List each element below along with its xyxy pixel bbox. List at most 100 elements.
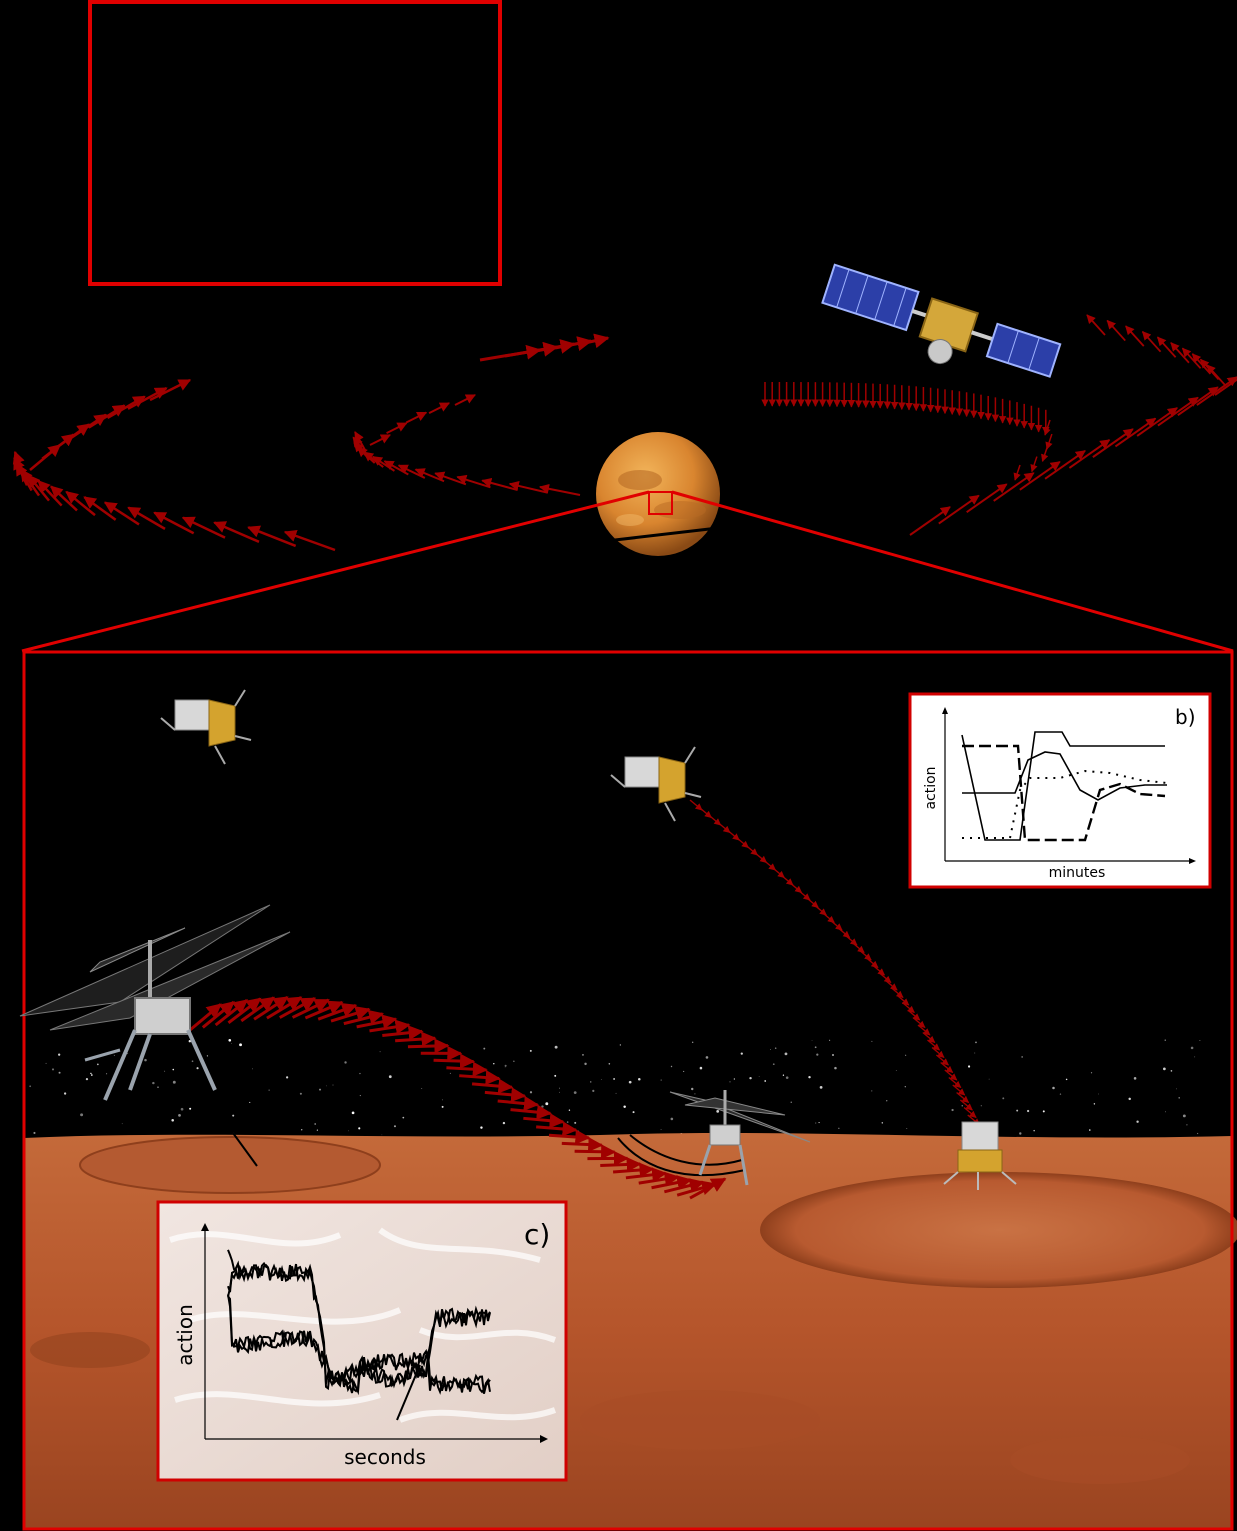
trajectory-arrow <box>37 479 63 507</box>
crater-large <box>760 1172 1237 1288</box>
trajectory-arrow <box>428 402 450 415</box>
trajectory-arrow <box>878 971 892 984</box>
trajectory-arrow <box>890 986 904 999</box>
trajectory-arrow <box>1196 376 1237 406</box>
trajectory-arrow <box>12 450 27 481</box>
trajectory-arrow <box>966 483 1008 513</box>
trajectory-arrow <box>917 1024 931 1036</box>
trajectory-arrow <box>213 521 260 543</box>
trajectory-arrow <box>103 501 140 526</box>
trajectory-arrow <box>1041 446 1049 462</box>
trajectory-arrow <box>330 1006 371 1023</box>
trajectory-arrow <box>50 485 78 512</box>
trajectory-arrow <box>901 1001 915 1014</box>
trajectory-arrow <box>240 996 276 1023</box>
trajectory-arrow <box>851 941 865 954</box>
inset-c-curves <box>227 1249 491 1396</box>
crater-small <box>79 1136 381 1194</box>
trajectory-arrow <box>484 1087 527 1103</box>
trajectory-arrow <box>952 1084 966 1096</box>
trajectory-arrow <box>304 1000 344 1020</box>
trajectory-arrow <box>497 1096 540 1111</box>
trajectory-arrow <box>1044 449 1086 480</box>
trajectory-arrow <box>434 471 467 486</box>
trajectory-arrow <box>414 468 445 483</box>
trajectory-arrow <box>959 1099 973 1111</box>
trajectory-arrow <box>127 386 168 410</box>
trajectory-arrow <box>1214 378 1237 396</box>
trajectory-arrow <box>283 529 336 552</box>
trajectory-arrow <box>948 1076 962 1089</box>
trajectory-arrow <box>931 1046 945 1059</box>
trajectory-arrow <box>1141 330 1162 353</box>
trajectory-arrow <box>548 1129 591 1145</box>
trajectory-arrow <box>858 949 872 961</box>
trajectory-arrow <box>1170 342 1190 364</box>
lander-icon <box>610 746 702 822</box>
trajectory-arrow <box>1019 460 1061 491</box>
inset-b-xlabel: minutes <box>1049 865 1106 881</box>
trajectory-arrow <box>214 998 249 1027</box>
trajectory-arrow <box>395 1031 437 1047</box>
trajectory-arrow <box>1125 325 1145 347</box>
trajectory-arrow <box>638 1171 680 1187</box>
trajectory-arrow <box>153 511 195 535</box>
orbit-arrows <box>12 314 1237 552</box>
lander-icon <box>160 689 252 765</box>
trajectory-arrow <box>189 1003 222 1032</box>
trajectory-arrow <box>279 996 317 1019</box>
trajectory-arrow <box>454 394 476 406</box>
trajectory-arrow <box>433 1053 476 1069</box>
trajectory-arrow <box>1136 407 1178 437</box>
trajectory-arrow <box>405 411 428 424</box>
trajectory-arrow <box>539 483 581 496</box>
trajectory-arrow <box>909 506 951 536</box>
trajectory-arrow <box>459 1070 501 1086</box>
inset-b-label: b) <box>1175 705 1196 729</box>
trajectory-arrow <box>317 1003 358 1021</box>
trajectory-arrow <box>912 1016 926 1029</box>
trajectory-arrow <box>201 1000 235 1029</box>
trajectory-arrow <box>844 934 858 946</box>
lander-icon <box>943 1121 1017 1190</box>
trajectory-arrow <box>865 956 879 969</box>
trajectory-arrow <box>456 474 491 489</box>
trajectory-arrow <box>993 472 1035 502</box>
trajectory-arrow <box>935 1054 949 1066</box>
trajectory-arrow <box>1206 364 1226 386</box>
trajectory-arrow <box>481 478 518 491</box>
inset-c: c) seconds action <box>156 1200 568 1482</box>
trajectory-arrow <box>1030 456 1038 473</box>
trajectory-arrow <box>510 1104 552 1120</box>
helicopter-icon <box>669 1090 811 1186</box>
trajectory-arrow <box>372 455 395 472</box>
zoom-line-left <box>21 490 650 653</box>
trajectory-arrow <box>1086 314 1106 336</box>
trajectory-arrow <box>663 1178 705 1194</box>
trajectory-arrow <box>1068 439 1111 469</box>
trajectory-arrow <box>536 1121 578 1137</box>
trajectory-arrow <box>1114 417 1157 448</box>
trajectory-arrow <box>291 998 330 1019</box>
trajectory-arrow <box>1092 428 1134 458</box>
inset-b-frame <box>908 692 1212 889</box>
helicopter-icon <box>19 904 291 1101</box>
trajectory-arrow <box>181 516 226 539</box>
trajectory-arrow <box>1191 353 1212 375</box>
trajectory-arrow <box>907 1009 921 1021</box>
trajectory-arrow <box>382 1025 424 1041</box>
surface-panel-frame <box>22 650 1234 1531</box>
inset-b: b) minutes action <box>908 692 1212 889</box>
zoom-line-right <box>671 490 1234 653</box>
inset-c-label: c) <box>524 1218 550 1251</box>
planet-zoom-box <box>648 491 673 515</box>
trajectory-arrow <box>343 1009 385 1026</box>
inset-c-xlabel: seconds <box>344 1445 426 1469</box>
trajectory-arrow <box>561 1137 604 1153</box>
trajectory-arrow <box>106 395 146 420</box>
trajectory-arrow <box>1013 464 1021 481</box>
trajectory-arrow <box>837 926 851 939</box>
trajectory-arrow <box>829 919 843 931</box>
top-empty-frame <box>88 0 502 286</box>
